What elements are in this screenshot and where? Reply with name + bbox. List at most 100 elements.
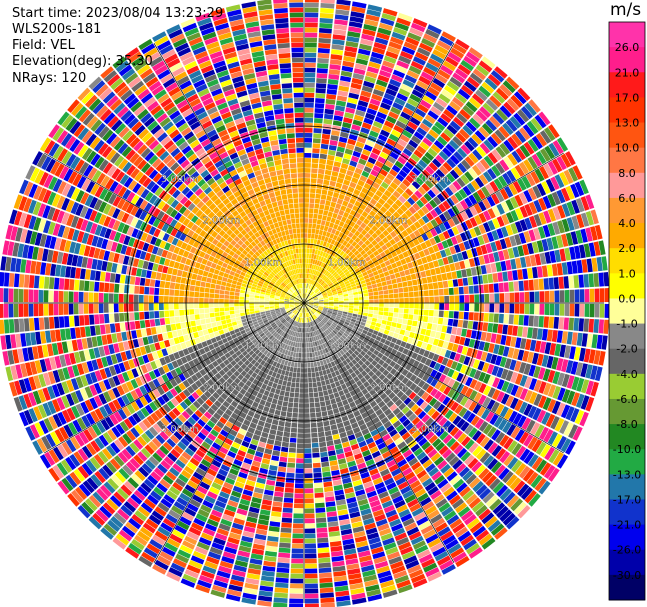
velocity-gate <box>441 564 456 575</box>
velocity-gate <box>255 528 268 536</box>
velocity-gate <box>361 211 369 218</box>
velocity-gate <box>65 474 78 489</box>
velocity-gate <box>499 488 512 501</box>
velocity-gate <box>391 468 402 477</box>
velocity-gate <box>396 323 402 329</box>
velocity-gate <box>279 324 284 329</box>
velocity-gate <box>85 498 98 512</box>
velocity-gate <box>294 392 299 398</box>
velocity-gate <box>465 542 480 555</box>
velocity-gate <box>317 547 330 553</box>
velocity-gate <box>189 404 198 413</box>
velocity-gate <box>383 190 392 198</box>
velocity-gate <box>359 43 372 51</box>
velocity-gate <box>457 88 471 100</box>
velocity-gate <box>337 290 343 294</box>
velocity-gate <box>401 191 410 200</box>
velocity-gate <box>349 221 356 228</box>
velocity-gate <box>308 300 314 302</box>
velocity-gate <box>371 239 378 246</box>
velocity-gate <box>115 423 126 435</box>
velocity-gate <box>339 244 345 251</box>
velocity-gate <box>344 46 358 53</box>
velocity-gate <box>348 259 355 265</box>
velocity-gate <box>539 462 552 476</box>
velocity-gate <box>328 356 334 363</box>
velocity-gate <box>324 330 329 336</box>
velocity-gate <box>233 517 245 526</box>
velocity-gate <box>552 140 564 155</box>
velocity-gate <box>499 434 510 447</box>
velocity-gate <box>473 285 479 294</box>
velocity-gate <box>457 447 468 459</box>
velocity-gate <box>327 79 339 85</box>
velocity-gate <box>335 595 351 602</box>
velocity-gate <box>423 66 436 77</box>
velocity-gate <box>305 288 307 294</box>
velocity-gate <box>379 272 385 278</box>
velocity-gate <box>478 312 484 322</box>
velocity-gate <box>376 518 388 527</box>
velocity-gate <box>273 367 279 373</box>
velocity-gate <box>312 148 320 154</box>
velocity-gate <box>383 271 390 277</box>
velocity-gate <box>349 87 361 95</box>
velocity-gate <box>497 272 503 282</box>
velocity-gate <box>387 514 399 523</box>
velocity-gate <box>382 222 390 229</box>
velocity-gate <box>310 310 314 315</box>
velocity-gate <box>442 147 453 158</box>
velocity-gate <box>98 467 110 480</box>
velocity-gate <box>416 340 423 348</box>
velocity-gate <box>314 259 318 265</box>
velocity-gate <box>416 127 427 137</box>
velocity-gate <box>458 354 466 364</box>
velocity-gate <box>419 401 429 410</box>
velocity-gate <box>446 80 460 92</box>
velocity-gate <box>386 412 395 421</box>
velocity-gate <box>557 372 565 386</box>
velocity-gate <box>54 429 65 443</box>
velocity-gate <box>324 316 329 321</box>
velocity-gate <box>419 196 429 205</box>
velocity-gate <box>230 343 237 349</box>
velocity-gate <box>377 286 383 291</box>
velocity-gate <box>375 229 382 236</box>
velocity-gate <box>395 173 405 182</box>
velocity-gate <box>515 445 527 459</box>
velocity-gate <box>482 396 491 408</box>
velocity-gate <box>491 445 502 457</box>
velocity-gate <box>283 502 293 508</box>
velocity-gate <box>216 528 229 537</box>
velocity-gate <box>371 367 378 374</box>
velocity-gate <box>381 194 389 202</box>
velocity-gate <box>505 395 515 407</box>
velocity-gate <box>181 488 194 498</box>
velocity-gate <box>263 406 270 413</box>
velocity-gate <box>462 185 472 196</box>
velocity-gate <box>414 108 427 118</box>
velocity-gate <box>318 286 324 291</box>
velocity-gate <box>416 398 425 407</box>
velocity-gate <box>225 421 234 429</box>
velocity-gate <box>311 315 315 320</box>
velocity-gate <box>310 412 316 418</box>
velocity-gate <box>514 373 523 385</box>
velocity-gate <box>184 447 195 457</box>
velocity-gate <box>363 338 369 344</box>
velocity-gate <box>322 471 331 478</box>
velocity-gate <box>290 578 304 584</box>
velocity-gate <box>404 161 414 171</box>
velocity-gate <box>505 119 518 132</box>
velocity-gate <box>393 363 401 371</box>
velocity-gate <box>521 417 532 430</box>
velocity-gate <box>131 538 145 551</box>
velocity-gate <box>318 300 324 302</box>
velocity-gate <box>304 553 317 559</box>
velocity-gate <box>434 182 444 193</box>
velocity-gate <box>371 232 378 239</box>
velocity-gate <box>428 337 435 345</box>
velocity-gate <box>426 221 434 230</box>
velocity-gate <box>319 441 327 448</box>
velocity-gate <box>527 405 537 419</box>
